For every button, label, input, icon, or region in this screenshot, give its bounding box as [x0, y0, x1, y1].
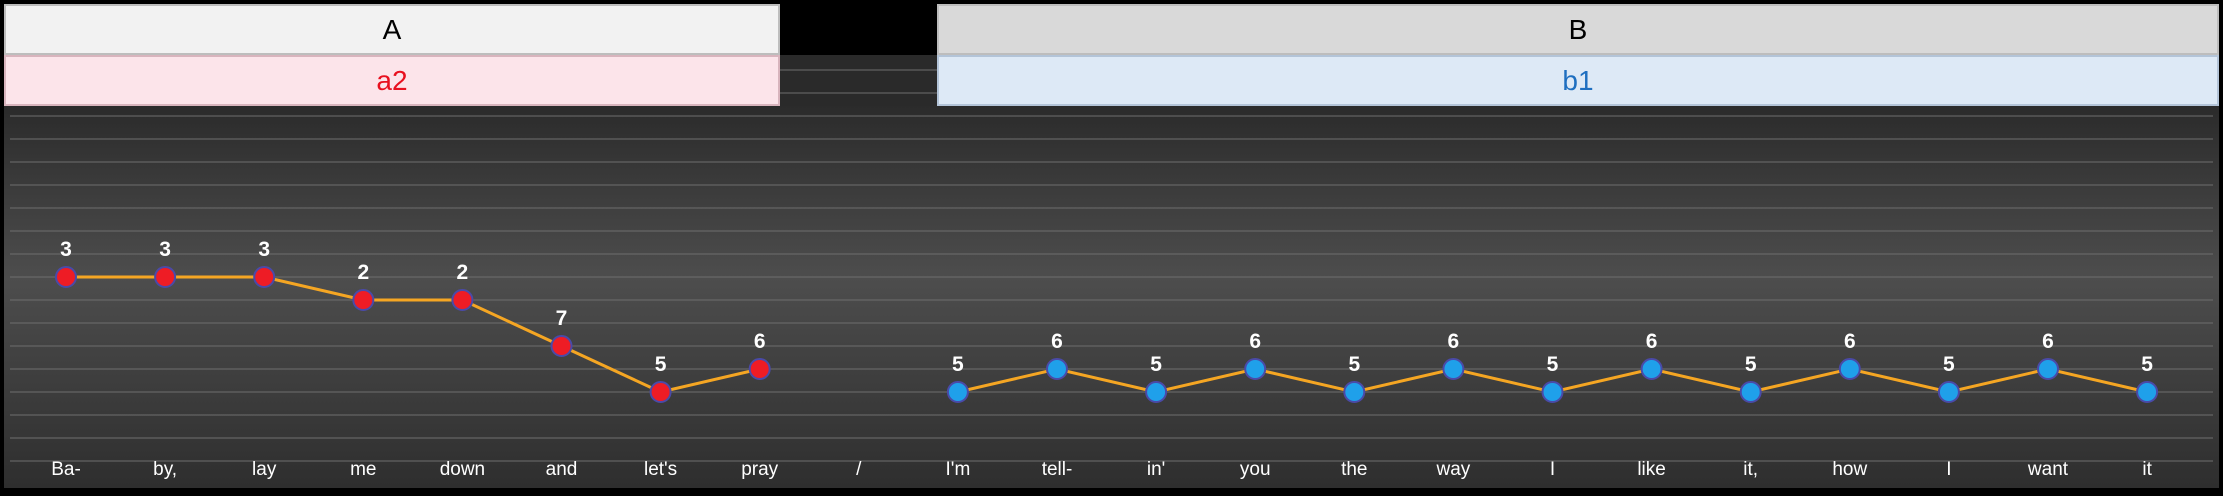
data-label: 5	[1150, 353, 1162, 376]
x-tick-label: it,	[1743, 459, 1758, 480]
data-point	[649, 381, 672, 403]
data-point	[2037, 358, 2059, 380]
data-label: 2	[357, 261, 369, 284]
gridlines	[10, 69, 2213, 462]
data-label: 3	[60, 238, 72, 261]
x-tick-label: let's	[644, 459, 677, 480]
x-tick-label: way	[1436, 459, 1471, 480]
data-label: 5	[952, 353, 964, 376]
data-label: 6	[1844, 330, 1856, 353]
data-point	[253, 266, 276, 288]
data-point	[748, 358, 771, 380]
x-tick-label: me	[350, 459, 376, 480]
data-label: 6	[1249, 330, 1261, 353]
x-tick-label: I	[1550, 459, 1555, 480]
data-point	[451, 289, 474, 311]
data-point	[1541, 381, 1564, 403]
x-tick-label: the	[1341, 459, 1367, 480]
x-tick-label: you	[1240, 459, 1271, 480]
section-b-subtitle: b1	[937, 55, 2219, 106]
x-tick-label: and	[546, 459, 578, 480]
data-label: 6	[1448, 330, 1460, 353]
data-label: 3	[159, 238, 171, 261]
section-b-title: B	[937, 4, 2219, 55]
data-label: 6	[1646, 330, 1658, 353]
data-point	[1640, 358, 1663, 380]
x-tick-label: /	[856, 459, 862, 480]
data-label: 5	[1348, 353, 1360, 376]
data-point	[550, 335, 573, 357]
data-point	[1937, 381, 1960, 403]
series-line	[66, 275, 761, 394]
data-label: 6	[2042, 330, 2054, 353]
data-label: 6	[754, 330, 766, 353]
data-label: 3	[258, 238, 270, 261]
data-point	[2136, 381, 2159, 403]
data-label: 5	[1745, 353, 1757, 376]
data-point	[1838, 358, 1861, 380]
data-point	[1739, 381, 1762, 403]
x-tick-labels: Ba-by, lay me down and let's pray / I'm tell-in' y…	[51, 459, 2152, 480]
section-a-subtitle: a2	[4, 55, 780, 106]
section-a-title: A	[4, 4, 780, 55]
x-tick-label: want	[2027, 459, 2069, 480]
x-tick-label: pray	[741, 459, 778, 480]
data-label: 2	[457, 261, 469, 284]
data-point	[55, 266, 77, 288]
data-label: 5	[1943, 353, 1955, 376]
data-point	[1442, 358, 1465, 380]
data-label: 5	[1547, 353, 1559, 376]
data-point	[154, 266, 177, 288]
data-label: 5	[655, 353, 667, 376]
data-point	[946, 381, 969, 403]
x-tick-label: Ba-	[51, 459, 81, 480]
x-tick-label: down	[440, 459, 485, 480]
x-tick-label: in'	[1147, 459, 1165, 480]
x-tick-label: it	[2142, 459, 2152, 480]
data-label: 7	[556, 307, 568, 330]
data-point	[352, 289, 375, 311]
data-point	[1046, 358, 1068, 380]
data-label: 6	[1051, 330, 1063, 353]
data-label: 5	[2141, 353, 2153, 376]
data-point	[1145, 381, 1168, 403]
series-markers	[55, 266, 2159, 403]
data-point	[1343, 381, 1366, 403]
x-tick-label: I'm	[946, 459, 971, 480]
plot-background-top-gap	[780, 55, 937, 106]
x-tick-label: I	[1946, 459, 1951, 480]
data-point	[1244, 358, 1267, 380]
value-labels: 3 3 3 2 2 7 5 6 5 6 5 6 5 6 5 6 5 6 5 6 5	[60, 238, 2153, 376]
plot-background	[4, 106, 2219, 488]
x-tick-label: by,	[153, 459, 177, 480]
x-tick-label: lay	[252, 459, 277, 480]
x-tick-label: like	[1637, 459, 1666, 480]
x-tick-label: how	[1832, 459, 1867, 480]
x-tick-label: tell-	[1042, 459, 1073, 480]
